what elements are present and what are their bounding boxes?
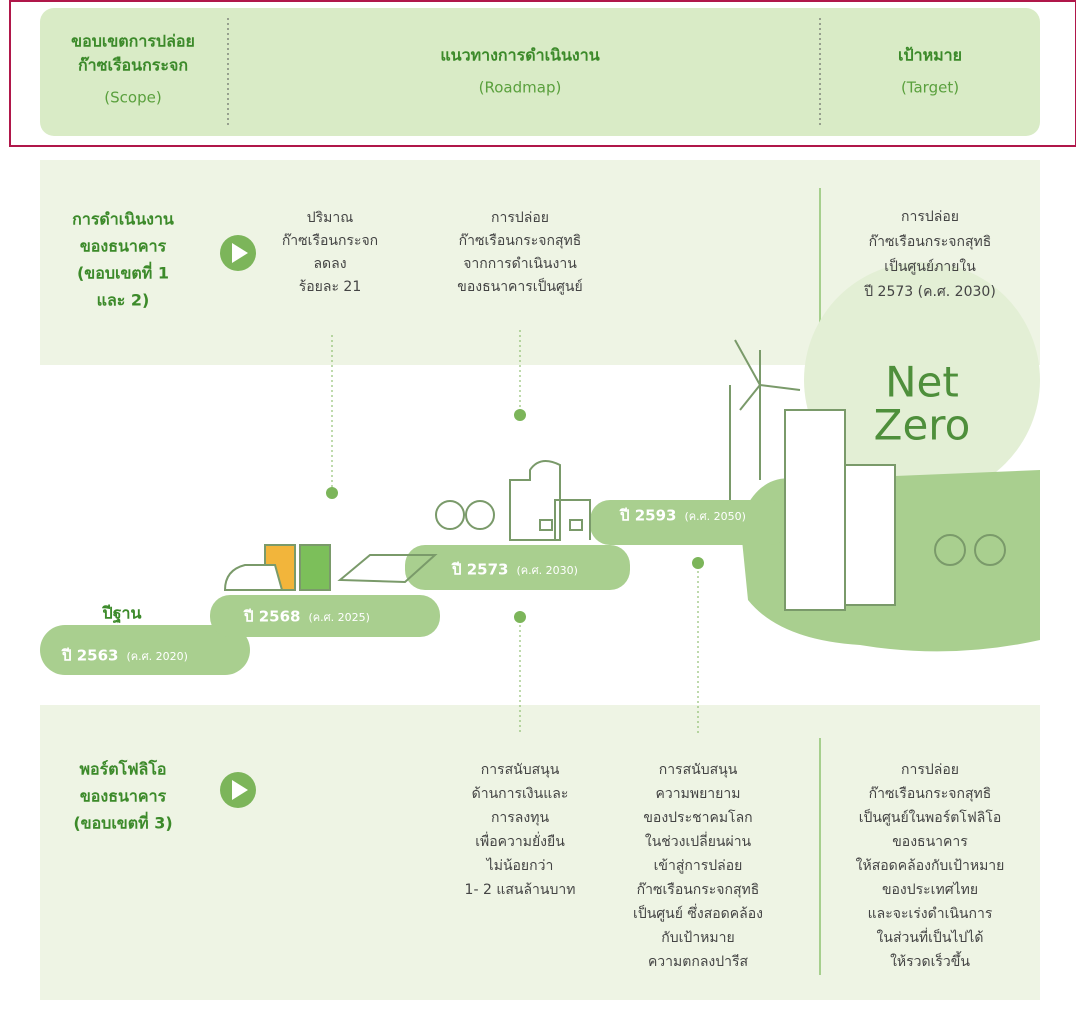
- header-subtitle: (Scope): [104, 89, 161, 107]
- net-zero: Net: [885, 358, 959, 407]
- target-text: การปล่อย: [901, 762, 959, 778]
- infographic: ขอบเขตการปล่อยก๊าซเรือนกระจก (Scope) แนวทา…: [0, 0, 1076, 1018]
- milestone-text: การสนับสนุน: [659, 762, 738, 778]
- net-zero: Zero: [874, 401, 971, 450]
- milestone-text: ความพยายาม: [656, 786, 741, 802]
- target-text: ให้รวดเร็วขึ้น: [890, 951, 970, 970]
- milestone-text: ก๊าซเรือนกระจก: [282, 233, 378, 249]
- milestone-text: ไม่น้อยกว่า: [486, 857, 554, 874]
- milestone-text: ด้านการเงินและ: [472, 786, 569, 802]
- target-text: เป็นศูนย์ในพอร์ตโฟลิโอ: [859, 808, 1002, 826]
- step-year: ปี 2573: [451, 561, 508, 579]
- header-subtitle: (Target): [901, 79, 959, 97]
- step-ce: (ค.ศ. 2025): [309, 611, 370, 624]
- milestone-text: ของประชาคมโลก: [643, 809, 752, 826]
- target-text: ก๊าซเรือนกระจกสุทธิ: [869, 786, 992, 802]
- milestone-text: กับเป้าหมาย: [661, 930, 734, 946]
- section-label: ของธนาคาร: [80, 787, 167, 806]
- header-title: ก๊าซเรือนกระจก: [78, 56, 188, 75]
- section-label: และ 2): [97, 291, 150, 310]
- header-title: เป้าหมาย: [898, 46, 962, 65]
- header-band: [40, 8, 1040, 136]
- step-year: ปี 2563: [61, 647, 118, 665]
- milestone-text: ความตกลงปารีส: [648, 954, 749, 970]
- step-ce: (ค.ศ. 2050): [685, 510, 746, 523]
- target-text: ปี 2573 (ค.ศ. 2030): [864, 284, 996, 300]
- section-label: พอร์ตโฟลิโอ: [79, 759, 166, 779]
- milestone-text: การสนับสนุน: [481, 762, 560, 778]
- step-ce: (ค.ศ. 2030): [517, 564, 578, 577]
- section-label: (ขอบเขตที่ 3): [73, 812, 172, 833]
- milestone-text: ก๊าซเรือนกระจกสุทธิ: [459, 233, 582, 249]
- play-icon: [220, 235, 256, 271]
- target-text: ก๊าซเรือนกระจกสุทธิ: [869, 234, 992, 250]
- target-text: ในส่วนที่เป็นไปได้: [877, 928, 984, 946]
- step-ce: (ค.ศ. 2020): [127, 650, 188, 663]
- section-label: ของธนาคาร: [80, 237, 167, 256]
- target-text: เป็นศูนย์ภายใน: [884, 257, 976, 275]
- milestone-text: ในช่วงเปลี่ยนผ่าน: [645, 832, 752, 850]
- milestone-text: เพื่อความยั่งยืน: [475, 832, 565, 850]
- step-year: ปี 2593: [619, 507, 676, 525]
- milestone-text: ของธนาคารเป็นศูนย์: [457, 277, 582, 295]
- milestone-text: ปริมาณ: [307, 210, 353, 226]
- milestone-text: เข้าสู่การปล่อย: [654, 858, 743, 874]
- step-caption: ปีฐาน: [101, 604, 141, 624]
- header-title: ขอบเขตการปล่อย: [71, 32, 195, 51]
- milestone-text: การลงทุน: [491, 810, 550, 826]
- milestone-text: 1- 2 แสนล้านบาท: [465, 882, 576, 898]
- milestone-text: เป็นศูนย์ ซึ่งสอดคล้อง: [633, 904, 763, 922]
- target-text: ให้สอดคล้องกับเป้าหมาย: [856, 857, 1005, 874]
- milestone-text: ร้อยละ 21: [299, 279, 362, 295]
- milestone-text: จากการดำเนินงาน: [463, 256, 577, 272]
- header-subtitle: (Roadmap): [479, 79, 562, 97]
- milestone-text: ก๊าซเรือนกระจกสุทธิ: [637, 882, 760, 898]
- header-title: แนวทางการดำเนินงาน: [440, 46, 599, 65]
- target-text: ของธนาคาร: [892, 834, 968, 850]
- section-label: การดำเนินงาน: [72, 210, 174, 229]
- step-year: ปี 2568: [243, 608, 300, 626]
- play-icon: [220, 772, 256, 808]
- section-label: (ขอบเขตที่ 1: [77, 262, 169, 283]
- target-text: ของประเทศไทย: [882, 881, 978, 898]
- target-text: การปล่อย: [901, 209, 959, 225]
- milestone-text: การปล่อย: [491, 210, 549, 226]
- target-text: และจะเร่งดำเนินการ: [868, 906, 993, 922]
- milestone-text: ลดลง: [313, 256, 346, 272]
